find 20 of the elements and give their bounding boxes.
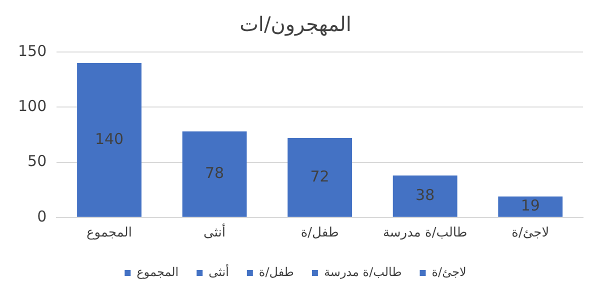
chart-title: المهجرون/ات: [240, 12, 352, 36]
data-label: 19: [520, 196, 540, 215]
x-tick-label: طالب/ة مدرسة: [382, 226, 468, 241]
legend-label: لاجئ/ة: [432, 265, 466, 280]
legend-label: طالب/ة مدرسة: [324, 265, 402, 280]
data-label: 78: [204, 164, 224, 182]
x-tick-label: طفل/ة: [300, 226, 339, 241]
data-label: 38: [416, 186, 435, 204]
legend-label: أنثى: [208, 264, 229, 280]
legend-label: طفل/ة: [258, 265, 294, 280]
y-tick-label: 100: [18, 97, 47, 116]
y-tick-label: 0: [37, 207, 47, 226]
x-tick-label: لاجئ/ة: [512, 226, 550, 241]
legend-label: المجموع: [136, 265, 179, 280]
data-label: 72: [310, 167, 330, 186]
y-tick-label: 150: [18, 42, 47, 60]
data-label: 140: [94, 130, 124, 148]
x-tick-label: أنثى: [204, 224, 226, 241]
x-tick-label: المجموع: [86, 226, 132, 241]
y-tick-label: 50: [28, 152, 47, 170]
